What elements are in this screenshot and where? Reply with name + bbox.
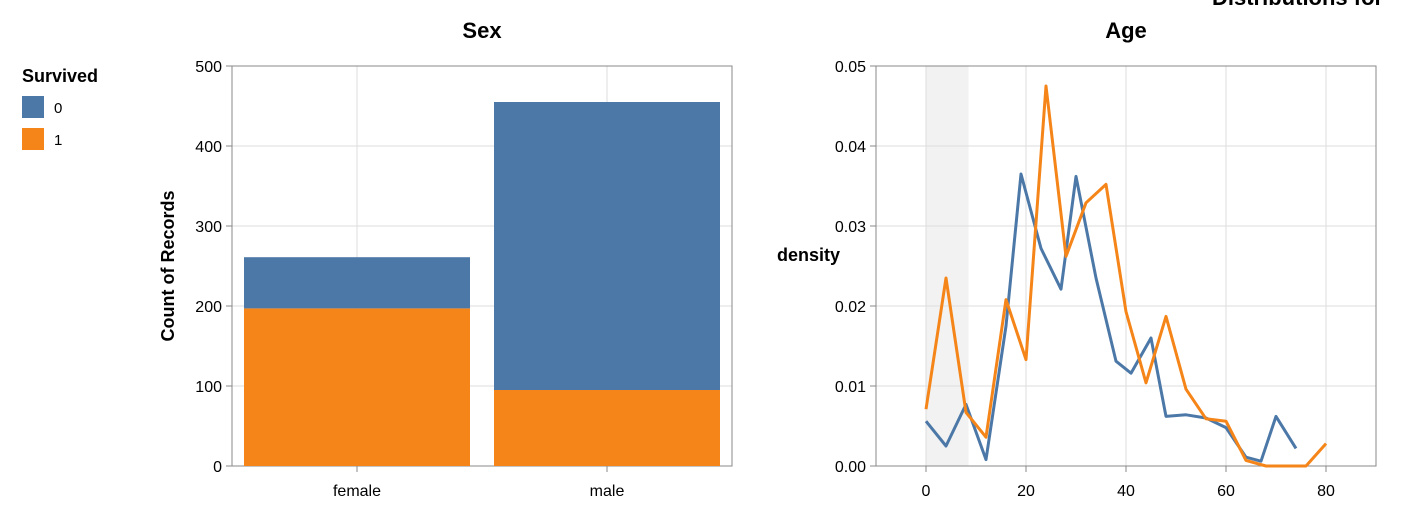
x-tick-label: 20 <box>1017 483 1035 500</box>
x-tick-label: 60 <box>1217 483 1235 500</box>
x-tick-label: 40 <box>1117 483 1135 500</box>
bar-female-survived-1 <box>244 308 470 466</box>
y-tick-label: 400 <box>195 139 222 156</box>
y-tick-label: 0.00 <box>835 459 866 476</box>
density-line-survived-1 <box>924 84 1328 468</box>
y-axis-title: density <box>777 245 840 265</box>
plot-frame <box>875 65 1377 467</box>
y-tick-label: 0.02 <box>835 299 866 316</box>
legend-title: Survived <box>22 66 98 86</box>
plot-frame <box>231 65 733 467</box>
sex-bar-chart: Sex 0 100 200 300 400 500 female male Count of Re… <box>158 18 733 500</box>
x-tick-label: male <box>590 483 625 500</box>
bar-male-survived-1 <box>494 390 720 466</box>
selection-band[interactable] <box>926 66 969 466</box>
legend: Survived 0 1 <box>22 66 98 150</box>
y-tick-label: 0.05 <box>835 59 866 76</box>
x-tick-label: 80 <box>1317 483 1335 500</box>
x-tick-label: female <box>333 483 381 500</box>
y-tick-label: 0.04 <box>835 139 866 156</box>
bar-female-survived-0 <box>244 257 470 309</box>
age-density-chart: Age 0.00 0.01 0.02 0.03 0.04 0.05 0 20 40 60 80 dens… <box>777 18 1377 500</box>
legend-swatch-0 <box>22 96 44 118</box>
y-tick-label: 0.01 <box>835 379 866 396</box>
y-tick-label: 0 <box>213 459 222 476</box>
age-chart-title: Age <box>1105 18 1147 43</box>
top-title: Distributions for <box>1212 0 1384 10</box>
y-tick-label: 200 <box>195 299 222 316</box>
y-tick-label: 500 <box>195 59 222 76</box>
legend-swatch-1 <box>22 128 44 150</box>
y-axis-title: Count of Records <box>158 191 178 342</box>
y-tick-label: 100 <box>195 379 222 396</box>
y-tick-label: 0.03 <box>835 219 866 236</box>
x-tick-label: 0 <box>922 483 931 500</box>
bar-male-survived-0 <box>494 102 720 390</box>
y-tick-label: 300 <box>195 219 222 236</box>
legend-label-1: 1 <box>54 132 62 149</box>
sex-chart-title: Sex <box>462 18 502 43</box>
legend-label-0: 0 <box>54 100 62 117</box>
